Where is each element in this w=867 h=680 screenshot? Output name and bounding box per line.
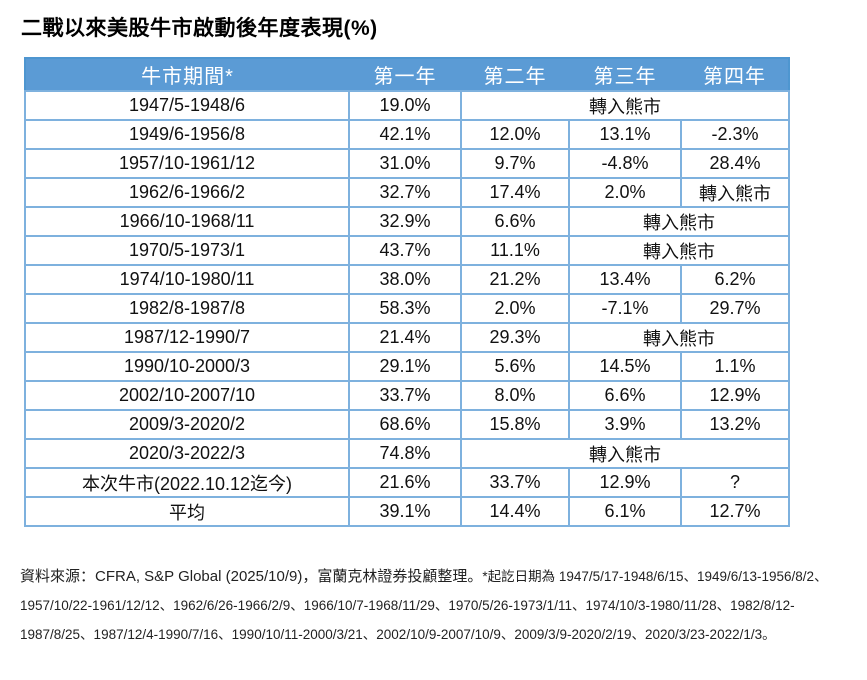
value-cell: 68.6%	[348, 409, 462, 440]
table-body: 1947/5-1948/6 19.0% 轉入熊市 1949/6-1956/8 42.1%…	[24, 90, 790, 527]
period-cell: 1957/10-1961/12	[24, 148, 350, 179]
value-cell: 14.5%	[568, 351, 682, 382]
period-cell: 1947/5-1948/6	[24, 90, 350, 121]
value-cell: 21.4%	[348, 322, 462, 353]
table-row: 1962/6-1966/2 32.7% 17.4% 2.0% 轉入熊市	[24, 177, 790, 208]
header-cell-year4: 第四年	[681, 58, 789, 91]
value-cell: 33.7%	[348, 380, 462, 411]
value-cell: 13.2%	[680, 409, 790, 440]
value-cell: 29.1%	[348, 351, 462, 382]
period-cell: 1966/10-1968/11	[24, 206, 350, 237]
header-cell-year3: 第三年	[569, 58, 681, 91]
bear-market-cell: 轉入熊市	[568, 322, 790, 353]
value-cell: 29.7%	[680, 293, 790, 324]
period-cell: 1990/10-2000/3	[24, 351, 350, 382]
value-cell: 15.8%	[460, 409, 570, 440]
table-row: 2002/10-2007/10 33.7% 8.0% 6.6% 12.9%	[24, 380, 790, 411]
value-cell: 6.1%	[568, 496, 682, 527]
footer-note: 資料來源：CFRA, S&P Global (2025/10/9)，富蘭克林證券…	[20, 562, 852, 649]
table-row: 1974/10-1980/11 38.0% 21.2% 13.4% 6.2%	[24, 264, 790, 295]
value-cell: 3.9%	[568, 409, 682, 440]
table-row: 本次牛市(2022.10.12迄今) 21.6% 33.7% 12.9%?	[24, 467, 790, 498]
value-cell: 6.6%	[460, 206, 570, 237]
period-cell: 1949/6-1956/8	[24, 119, 350, 150]
table-row: 1947/5-1948/6 19.0% 轉入熊市	[24, 90, 790, 121]
value-cell: 6.6%	[568, 380, 682, 411]
table-row: 1966/10-1968/11 32.9% 6.6% 轉入熊市	[24, 206, 790, 237]
period-cell: 2002/10-2007/10	[24, 380, 350, 411]
table-row: 1987/12-1990/7 21.4% 29.3% 轉入熊市	[24, 322, 790, 353]
table-row: 1982/8-1987/8 58.3% 2.0% -7.1% 29.7%	[24, 293, 790, 324]
table-row: 1957/10-1961/12 31.0% 9.7% -4.8% 28.4%	[24, 148, 790, 179]
value-cell: 2.0%	[460, 293, 570, 324]
value-cell: 14.4%	[460, 496, 570, 527]
value-cell: 1.1%	[680, 351, 790, 382]
value-cell: 17.4%	[460, 177, 570, 208]
footnote-text: *起訖日期為 1947/5/17-1948/6/15、1949/6/13-195…	[20, 569, 828, 642]
value-cell: 12.0%	[460, 119, 570, 150]
period-cell: 1974/10-1980/11	[24, 264, 350, 295]
value-cell: 11.1%	[460, 235, 570, 266]
value-cell: 33.7%	[460, 467, 570, 498]
value-cell: 43.7%	[348, 235, 462, 266]
value-cell: 21.6%	[348, 467, 462, 498]
header-cell-period: 牛市期間*	[25, 58, 349, 91]
table-row: 1949/6-1956/8 42.1% 12.0% 13.1% -2.3%	[24, 119, 790, 150]
value-cell: -2.3%	[680, 119, 790, 150]
value-cell: 42.1%	[348, 119, 462, 150]
value-cell: 6.2%	[680, 264, 790, 295]
value-cell: -4.8%	[568, 148, 682, 179]
table-row: 2020/3-2022/3 74.8% 轉入熊市	[24, 438, 790, 469]
period-cell: 1987/12-1990/7	[24, 322, 350, 353]
bear-market-cell: 轉入熊市	[460, 438, 790, 469]
table-header-row: 牛市期間* 第一年 第二年 第三年 第四年	[25, 58, 789, 91]
value-cell: 12.9%	[568, 467, 682, 498]
table-row: 平均 39.1% 14.4% 6.1% 12.7%	[24, 496, 790, 527]
period-cell: 平均	[24, 496, 350, 527]
period-cell: 2020/3-2022/3	[24, 438, 350, 469]
value-cell: 9.7%	[460, 148, 570, 179]
bull-market-table: 牛市期間* 第一年 第二年 第三年 第四年 1947/5-1948/6 19.0%…	[24, 57, 790, 527]
value-cell: 12.9%	[680, 380, 790, 411]
value-cell: 31.0%	[348, 148, 462, 179]
table-row: 1970/5-1973/1 43.7% 11.1% 轉入熊市	[24, 235, 790, 266]
value-cell: 19.0%	[348, 90, 462, 121]
value-cell: ?	[680, 467, 790, 498]
bear-market-cell: 轉入熊市	[568, 235, 790, 266]
value-cell: 29.3%	[460, 322, 570, 353]
bear-market-cell: 轉入熊市	[568, 206, 790, 237]
value-cell: 2.0%	[568, 177, 682, 208]
value-cell: 13.4%	[568, 264, 682, 295]
value-cell: 32.7%	[348, 177, 462, 208]
value-cell: 8.0%	[460, 380, 570, 411]
value-cell: 13.1%	[568, 119, 682, 150]
period-cell: 2009/3-2020/2	[24, 409, 350, 440]
source-text: 資料來源：CFRA, S&P Global (2025/10/9)，富蘭克林證券…	[20, 568, 483, 585]
value-cell: 21.2%	[460, 264, 570, 295]
value-cell: 12.7%	[680, 496, 790, 527]
header-cell-year2: 第二年	[461, 58, 569, 91]
value-cell: 39.1%	[348, 496, 462, 527]
table-row: 1990/10-2000/3 29.1% 5.6% 14.5% 1.1%	[24, 351, 790, 382]
period-cell: 1982/8-1987/8	[24, 293, 350, 324]
page-title: 二戰以來美股牛市啟動後年度表現(%)	[21, 17, 378, 40]
header-cell-year1: 第一年	[349, 58, 461, 91]
bear-market-cell: 轉入熊市	[680, 177, 790, 208]
value-cell: 58.3%	[348, 293, 462, 324]
period-cell: 1970/5-1973/1	[24, 235, 350, 266]
value-cell: 5.6%	[460, 351, 570, 382]
value-cell: 74.8%	[348, 438, 462, 469]
value-cell: 32.9%	[348, 206, 462, 237]
bear-market-cell: 轉入熊市	[460, 90, 790, 121]
value-cell: 38.0%	[348, 264, 462, 295]
value-cell: -7.1%	[568, 293, 682, 324]
value-cell: 28.4%	[680, 148, 790, 179]
table-row: 2009/3-2020/2 68.6% 15.8% 3.9% 13.2%	[24, 409, 790, 440]
period-cell: 1962/6-1966/2	[24, 177, 350, 208]
period-cell: 本次牛市(2022.10.12迄今)	[24, 467, 350, 498]
